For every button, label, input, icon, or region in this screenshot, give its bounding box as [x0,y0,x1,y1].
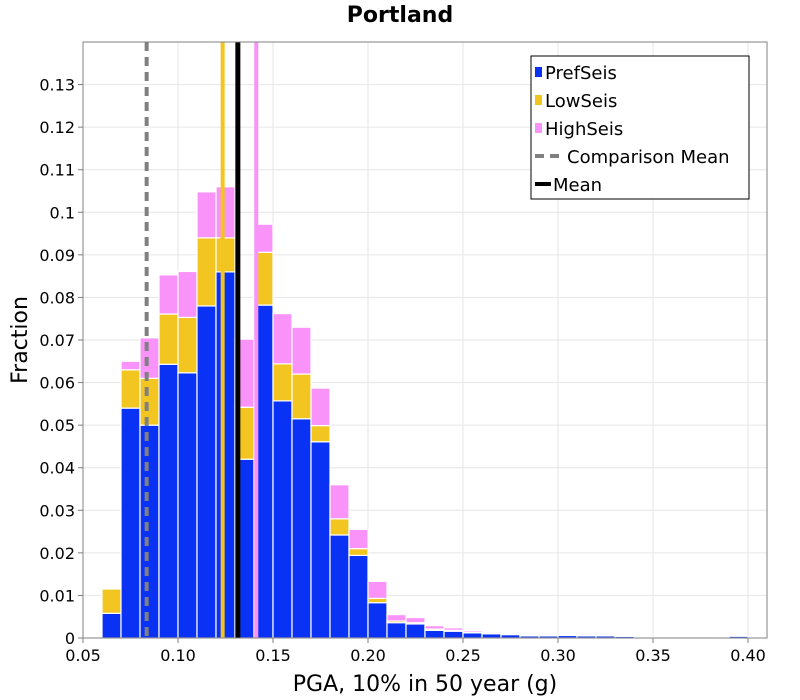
bar-prefseis [424,629,445,639]
bar-prefseis [177,372,198,639]
y-tick-label: 0.08 [39,288,75,307]
bar-prefseis [462,632,483,639]
bar-prefseis [120,407,141,639]
bar-highseis [443,627,464,631]
bar-lowseis [348,547,369,557]
bar-highseis [329,484,350,520]
legend: PrefSeis LowSeis HighSeis Comparison Mean Me… [530,55,750,200]
bar-prefseis [310,441,331,639]
bar-prefseis [215,271,236,639]
bar-highseis [272,313,293,365]
x-tick-label: 0.05 [65,646,101,665]
bar-highseis [253,223,274,253]
bar-prefseis [443,630,464,639]
y-axis-ticks: 0 0.01 0.02 0.03 0.04 0.05 0.06 0.07 0.08 0.09 0.1… [39,76,83,648]
bar-prefseis [329,534,350,639]
y-tick-label: 0.01 [39,586,75,605]
y-tick-label: 0.02 [39,544,75,563]
bar-highseis [500,632,521,635]
y-tick-label: 0.04 [39,459,75,478]
bar-lowseis [272,363,293,402]
bar-highseis [139,337,160,379]
y-tick-label: 0.13 [39,76,75,95]
y-tick-label: 0.07 [39,331,75,350]
bar-lowseis [101,588,122,614]
y-tick-label: 0.1 [50,203,75,222]
bar-lowseis [367,597,388,604]
y-tick-label: 0.12 [39,118,75,137]
bar-highseis [367,580,388,600]
x-axis-title: PGA, 10% in 50 year (g) [293,672,557,697]
bar-highseis [215,186,236,239]
legend-box [530,55,750,200]
bar-lowseis [139,377,160,426]
bar-highseis [177,270,198,319]
legend-swatch [535,123,542,133]
bar-highseis [158,274,179,315]
x-axis-ticks: 0.05 0.10 0.15 0.20 0.25 0.30 0.35 0.40 [65,638,766,665]
y-tick-label: 0 [65,629,75,648]
y-tick-label: 0.03 [39,501,75,520]
y-tick-label: 0.06 [39,374,75,393]
bar-lowseis [158,313,179,365]
x-tick-label: 0.30 [540,646,576,665]
bar-highseis [424,625,445,630]
bar-highseis [196,191,217,239]
bar-prefseis [158,363,179,639]
bar-lowseis [177,316,198,374]
legend-swatch [535,67,542,77]
legend-label: Mean [553,175,602,196]
bar-highseis [690,636,711,639]
bar-prefseis [348,554,369,639]
legend-label: HighSeis [545,119,623,140]
bar-prefseis [405,623,426,639]
reference-lines [144,42,259,638]
bar-highseis [120,360,141,371]
y-tick-label: 0.09 [39,246,75,265]
bar-highseis [405,616,426,624]
bar-lowseis [291,373,312,420]
bar-highseis [386,613,407,622]
legend-swatch [535,95,542,105]
bar-prefseis [139,424,160,639]
x-tick-label: 0.25 [445,646,481,665]
bar-prefseis [101,612,122,639]
x-tick-label: 0.15 [255,646,291,665]
bar-lowseis [215,237,236,273]
chart-title: Portland [347,3,453,28]
legend-label: PrefSeis [545,63,617,84]
bar-lowseis [196,237,217,307]
bar-lowseis [120,369,141,409]
bar-lowseis [310,424,331,443]
bar-prefseis [386,622,407,639]
x-tick-label: 0.10 [160,646,196,665]
legend-label: LowSeis [545,91,617,112]
bar-highseis [348,528,369,550]
bar-prefseis [196,305,217,639]
bar-highseis [462,630,483,634]
legend-label: Comparison Mean [567,147,730,168]
x-tick-label: 0.40 [730,646,766,665]
x-tick-label: 0.20 [350,646,386,665]
bar-lowseis [329,518,350,536]
bar-highseis [481,631,502,634]
bar-prefseis [481,633,502,639]
x-tick-label: 0.35 [635,646,671,665]
bar-highseis [291,326,312,375]
bar-prefseis [272,400,293,639]
bar-highseis [310,387,331,427]
bar-prefseis [367,602,388,639]
y-tick-label: 0.05 [39,416,75,435]
y-axis-title: Fraction [8,296,33,384]
y-tick-label: 0.11 [39,161,75,180]
bar-prefseis [291,418,312,639]
